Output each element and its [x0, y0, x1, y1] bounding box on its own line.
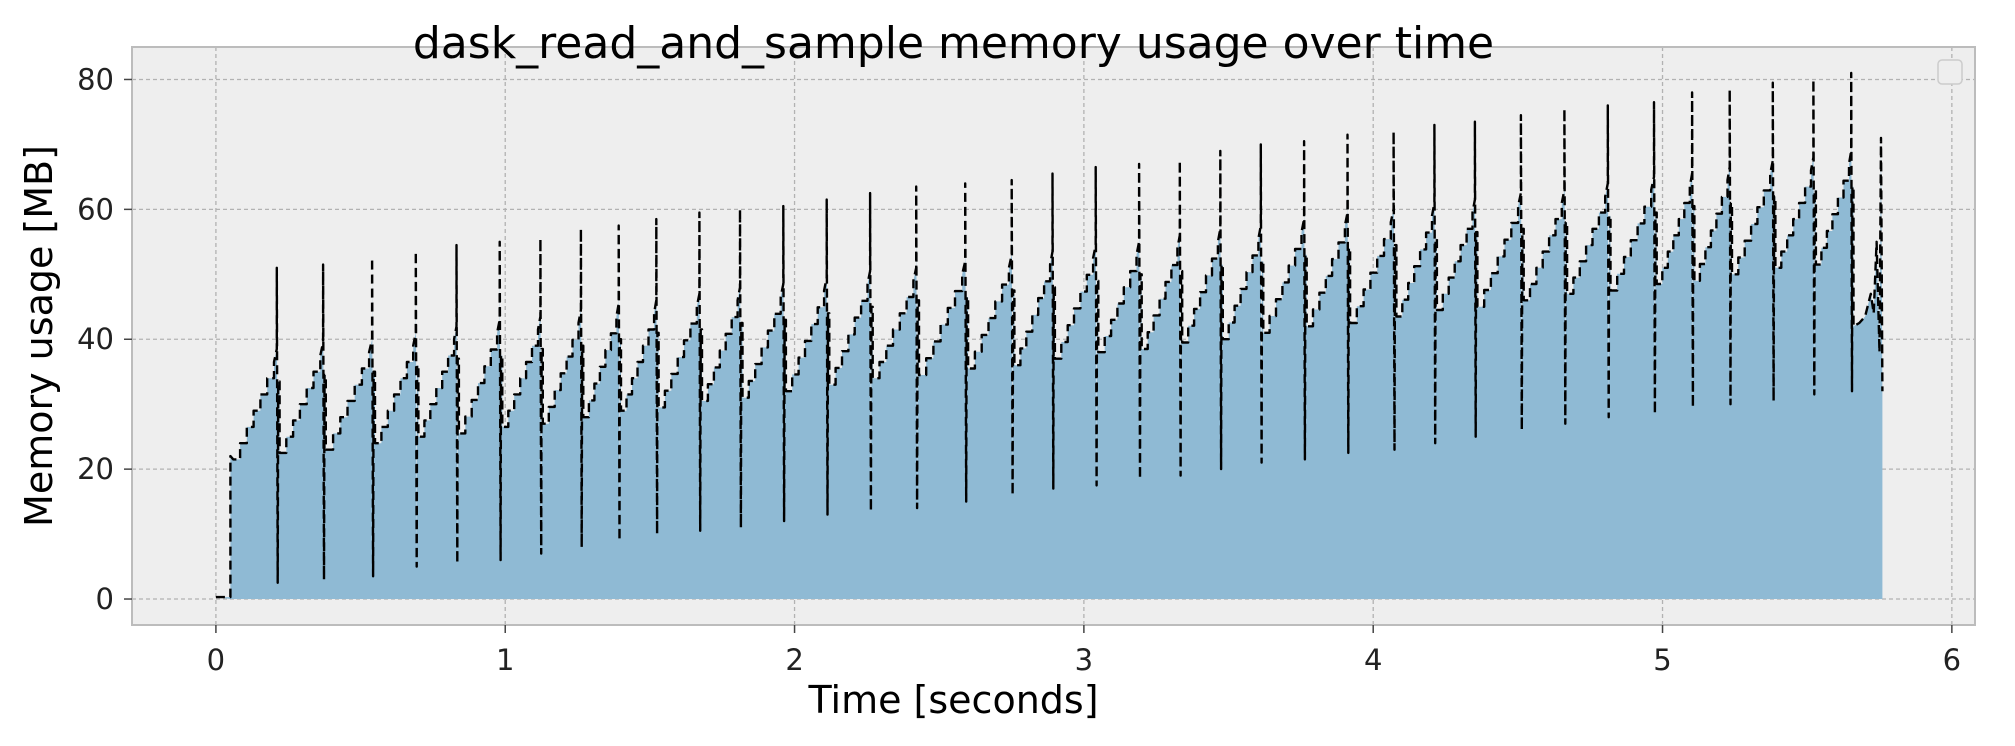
- x-tick-label: 6: [1943, 643, 1961, 677]
- x-tick-label: 5: [1653, 643, 1671, 677]
- x-tick-label: 3: [1075, 643, 1093, 677]
- memory-area-fill: [215, 73, 1883, 599]
- chart-title: dask_read_and_sample memory usage over t…: [413, 18, 1494, 69]
- y-tick-label: 60: [77, 192, 114, 226]
- x-tick-label: 1: [496, 643, 514, 677]
- y-tick-label: 40: [77, 322, 114, 356]
- memory-dashed-line: [215, 71, 1884, 599]
- x-tick-label: 4: [1364, 643, 1382, 677]
- x-axis-label: Time [seconds]: [807, 678, 1098, 722]
- y-axis-label: Memory usage [MB]: [17, 145, 61, 527]
- y-tick-label: 80: [77, 62, 114, 96]
- y-tick-label: 0: [96, 582, 114, 616]
- x-tick-label: 0: [207, 643, 225, 677]
- plot-frame: [131, 46, 1976, 626]
- x-tick-label: 2: [785, 643, 803, 677]
- series-memory: [215, 71, 1884, 599]
- y-tick-label: 20: [77, 452, 114, 486]
- legend-box: [1937, 59, 1963, 85]
